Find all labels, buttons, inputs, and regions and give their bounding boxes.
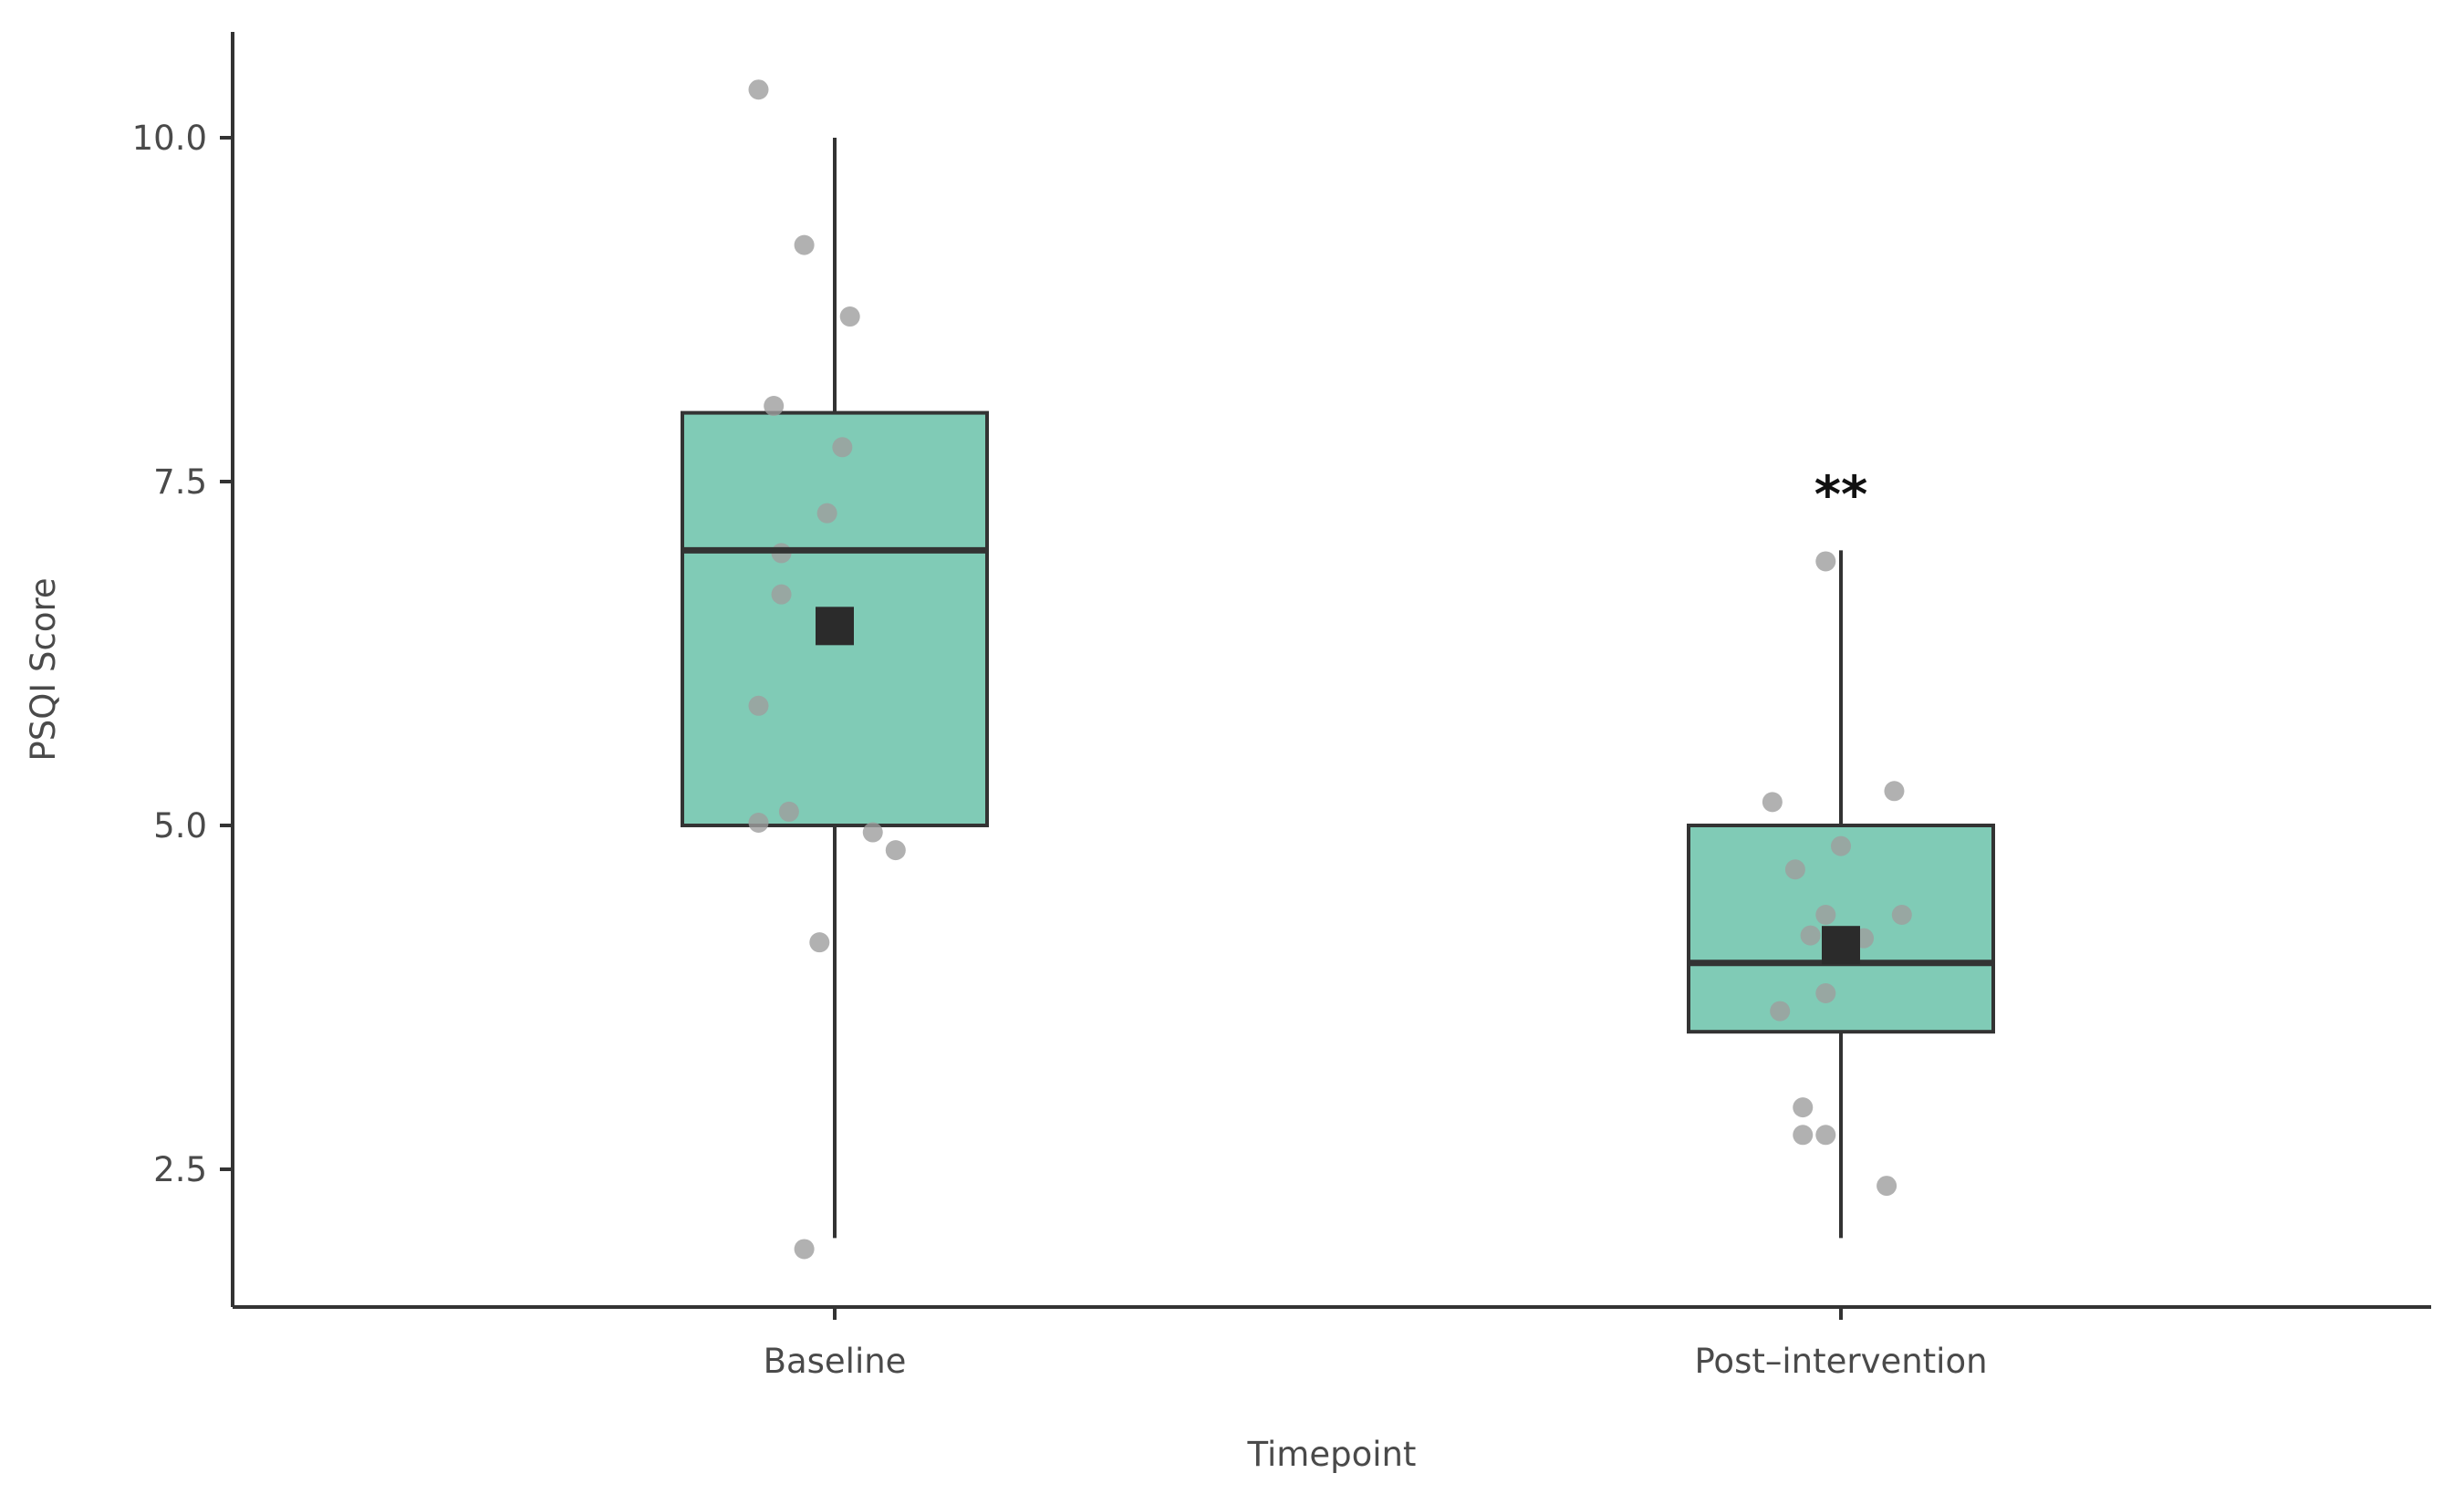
y-axis-ticks: 2.5 5.0 7.5 10.0 — [132, 119, 233, 1189]
box-group: ** — [1687, 465, 1995, 1239]
data-point — [839, 306, 860, 327]
y-tick-label: 2.5 — [153, 1150, 207, 1189]
data-point — [1815, 905, 1836, 926]
mean-marker — [816, 607, 854, 646]
x-tick-label: Post–intervention — [1694, 1342, 1987, 1381]
data-point — [794, 234, 815, 255]
data-point — [1884, 781, 1905, 802]
data-point — [1762, 792, 1783, 813]
data-point — [748, 79, 769, 100]
data-point — [1815, 1125, 1836, 1146]
data-point — [1770, 1001, 1791, 1022]
x-axis-title: Timepoint — [1247, 1435, 1417, 1474]
data-point — [778, 801, 799, 822]
y-tick-label: 7.5 — [153, 462, 207, 502]
data-point — [862, 822, 883, 843]
box — [1687, 824, 1995, 1034]
data-point — [816, 503, 837, 524]
data-point — [1815, 982, 1836, 1003]
x-axis-ticks: Baseline Post–intervention — [764, 1307, 1988, 1381]
data-point — [748, 812, 769, 833]
significance-annotation: ** — [1814, 465, 1868, 524]
data-point — [1831, 835, 1851, 856]
data-point — [1784, 859, 1805, 880]
data-point — [809, 932, 830, 953]
data-point — [885, 840, 906, 861]
data-point — [1815, 551, 1836, 572]
x-tick-label: Baseline — [764, 1342, 907, 1381]
data-point — [1891, 905, 1912, 926]
data-point — [1800, 925, 1821, 946]
data-point — [794, 1239, 815, 1260]
data-point — [1793, 1125, 1814, 1146]
y-tick-label: 5.0 — [153, 806, 207, 846]
plot-area: ** — [681, 79, 1995, 1260]
mean-marker — [1822, 926, 1860, 965]
y-axis-title: PSQI Score — [24, 577, 63, 761]
data-point — [764, 396, 785, 417]
data-point — [832, 437, 853, 458]
data-point — [771, 584, 792, 605]
box-group — [681, 79, 989, 1260]
y-tick-label: 10.0 — [132, 119, 207, 158]
data-point — [1793, 1097, 1814, 1118]
data-point — [1877, 1176, 1897, 1197]
data-point — [748, 695, 769, 716]
